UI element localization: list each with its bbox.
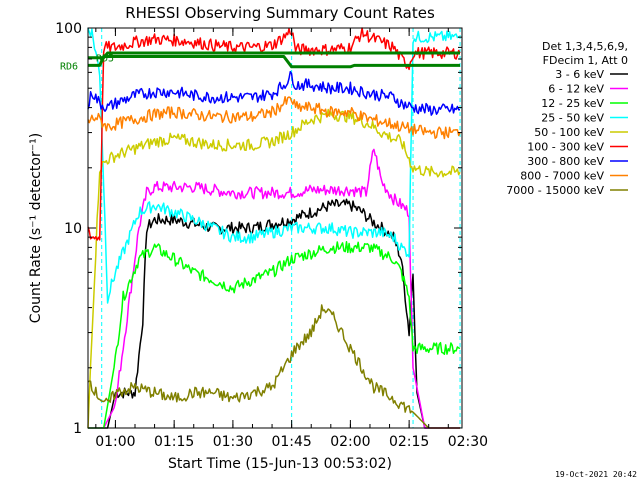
y-tick-label: 10 [64, 221, 82, 237]
y-tick-label: 1 [73, 421, 82, 437]
y-axis-label: Count Rate (s⁻¹ detector⁻¹) [28, 133, 44, 323]
annotation-rd5: RD5 [96, 54, 114, 65]
plot-frame [87, 27, 463, 429]
legend-label: 7000 - 15000 keV [506, 184, 604, 197]
legend-label: 100 - 300 keV [527, 141, 604, 154]
y-tick-label: 100 [55, 21, 82, 37]
x-tick-label: 02:15 [389, 434, 429, 450]
x-tick-label: 01:30 [213, 434, 253, 450]
legend-label: 3 - 6 keV [555, 68, 604, 81]
chart-title: RHESSI Observing Summary Count Rates [125, 4, 435, 22]
legend-label: 800 - 7000 keV [520, 170, 604, 183]
legend: Det 1,3,4,5,6,9,FDecim 1, Att 03 - 6 keV… [506, 40, 628, 197]
x-tick-label: 02:30 [448, 434, 488, 450]
x-tick-label: 02:00 [330, 434, 370, 450]
x-tick-label: 01:45 [271, 434, 311, 450]
x-axis-label: Start Time (15-Jun-13 00:53:02) [168, 456, 392, 472]
legend-header: FDecim 1, Att 0 [543, 54, 628, 67]
y-axis: 1 10 100 [55, 21, 462, 437]
series-line-25-50-kev [87, 27, 461, 304]
series-line-800-7000-kev [87, 95, 461, 140]
legend-label: 6 - 12 keV [548, 83, 604, 96]
plot-area [87, 27, 463, 429]
legend-header: Det 1,3,4,5,6,9, [542, 40, 628, 53]
legend-label: 300 - 800 keV [527, 155, 604, 168]
series-line-50-100-kev [87, 108, 461, 429]
series-line-6-12-kev [88, 148, 460, 429]
annotation-rd6: RD6 [60, 61, 78, 72]
x-axis: 01:00 01:15 01:30 01:45 02:00 02:15 02:30 [95, 28, 488, 450]
series-line-7000-15000-kev [87, 304, 460, 429]
footer-timestamp: 19-Oct-2021 20:42 [555, 470, 637, 479]
series-line-3-6-kev [88, 198, 460, 429]
series-line-12-25-kev [88, 240, 461, 429]
legend-label: 25 - 50 keV [541, 112, 604, 125]
series-line-rd6 [88, 55, 460, 69]
annotations: RD5 RD6 [60, 54, 114, 73]
legend-label: 50 - 100 keV [534, 126, 604, 139]
x-tick-label: 01:15 [154, 434, 194, 450]
series-line-rd5 [88, 51, 460, 60]
series-line-300-800-kev [87, 70, 460, 116]
legend-label: 12 - 25 keV [541, 97, 604, 110]
x-tick-label: 01:00 [95, 434, 135, 450]
